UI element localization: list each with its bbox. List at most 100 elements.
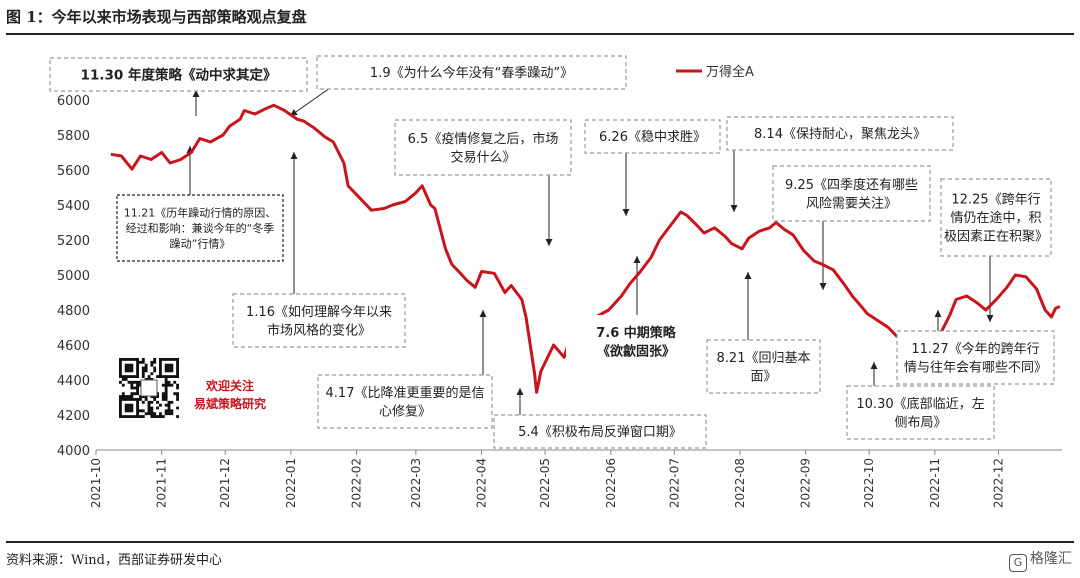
x-tick-label: 2022-07 <box>667 458 681 508</box>
annotation-box <box>726 116 954 151</box>
annotation-text: 《欲歙固张》 <box>597 343 675 359</box>
x-tick-label: 2022-05 <box>538 458 552 508</box>
legend-label: 万得全A <box>706 64 754 80</box>
annotation-box <box>846 385 995 440</box>
annotation-text: 9.25《四季度还有哪些 <box>785 177 918 193</box>
annotation-arrow-head <box>516 388 524 395</box>
annotation-text: 情仍在途中，积 <box>950 210 1041 226</box>
annotation-text: 11.27《今年的跨年行 <box>911 341 1039 357</box>
annotation-box <box>493 414 707 449</box>
x-tick-label: 2022-10 <box>862 458 876 508</box>
x-tick-label: 2022-03 <box>409 458 423 508</box>
annotation-text: 经过和影响：兼谈今年的“冬季 <box>126 221 275 235</box>
y-tick-label: 4400 <box>57 374 90 389</box>
annotation-text: 交易什么》 <box>450 149 515 165</box>
annotation-arrows <box>186 87 994 415</box>
y-tick-label: 5800 <box>57 129 90 144</box>
y-tick-label: 5200 <box>57 234 90 249</box>
annotation-text: 面》 <box>750 369 776 384</box>
annotation-text: 8.21《回归基本 <box>717 351 811 366</box>
annotation-text: 11.21《历年躁动行情的原因、 <box>124 205 277 219</box>
promo-line: 欢迎关注 <box>205 378 254 393</box>
x-tick-label: 2021-12 <box>218 458 232 508</box>
annotation-text: 侧布局》 <box>894 415 946 430</box>
annotation-arrow-head <box>744 272 752 279</box>
annotation-arrow-head <box>192 90 200 97</box>
qr-logo <box>140 379 158 397</box>
y-tick-label: 5600 <box>57 164 90 179</box>
annotation-text: 5.4《积极布局反弹窗口期》 <box>518 424 682 440</box>
x-tick-label: 2022-02 <box>350 458 364 508</box>
qr-modules <box>119 358 179 418</box>
annotation-boxes: 11.30 年度策略《动中求其定》 1.9《为什么今年没有“春季躁动”》 11.21… <box>49 55 1055 449</box>
annotation-box <box>940 178 1052 257</box>
annotation-arrow-line <box>289 87 331 117</box>
chart-axes: 4000 4200 4400 4600 4800 5000 5200 5400 5600 5800… <box>57 94 1062 508</box>
annotation-box <box>772 165 931 222</box>
y-tick-label: 4200 <box>57 409 90 424</box>
annotation-text: 6.5《疫情修复之后，市场 <box>408 131 559 147</box>
legend: 万得全A <box>676 64 754 80</box>
x-tick-label: 2021-11 <box>155 458 169 508</box>
annotation-arrow-head <box>545 239 553 246</box>
annotation-text: 8.14《保持耐心，聚焦龙头》 <box>754 127 926 142</box>
qr-finder-core <box>124 363 134 373</box>
annotation-box <box>49 57 308 92</box>
y-tick-label: 5400 <box>57 199 90 214</box>
promo-line: 易斌策略研究 <box>194 396 266 411</box>
annotation-text: 心修复》 <box>379 404 431 419</box>
x-tick-label: 2022-04 <box>475 458 489 508</box>
x-tick-label: 2022-09 <box>799 458 813 508</box>
annotation-box <box>116 194 284 262</box>
y-tick-label: 5000 <box>57 269 90 284</box>
watermark: G 格隆汇 <box>1009 548 1072 572</box>
annotation-text: 风险需要关注》 <box>806 196 897 211</box>
y-tick-label: 4600 <box>57 339 90 354</box>
annotation-text: 4.17《比降准更重要的是信 <box>326 385 485 401</box>
annotation-box <box>706 339 821 394</box>
annotation-box <box>232 293 406 348</box>
figure-title: 图 1：今年以来市场表现与西部策略观点复盘 <box>6 8 307 26</box>
bottom-rule <box>6 541 1074 543</box>
annotation-box <box>394 119 572 176</box>
annotation-box <box>316 55 627 90</box>
x-tick-label: 2022-12 <box>991 458 1005 508</box>
y-tick-label: 4800 <box>57 304 90 319</box>
y-tick-label: 4000 <box>57 444 90 459</box>
x-tick-label: 2022-11 <box>928 458 942 508</box>
source-note: 资料来源：Wind，西部证券研发中心 <box>6 553 222 568</box>
annotation-text: 10.30《底部临近，左 <box>856 396 984 412</box>
annotation-text: 市场风格的变化》 <box>267 322 371 338</box>
watermark-text: 格隆汇 <box>1030 551 1072 567</box>
qr-code-image <box>119 358 179 418</box>
annotation-text: 1.16《如何理解今年以来 <box>246 304 392 320</box>
x-tick-label: 2022-08 <box>733 458 747 508</box>
x-tick-label: 2022-01 <box>284 458 298 508</box>
annotation-arrow-head <box>934 310 942 317</box>
annotation-box <box>317 374 493 429</box>
x-tick-label: 2021-10 <box>89 458 103 508</box>
annotation-arrow-head <box>290 152 298 159</box>
annotation-text: 情与往年会有哪些不同》 <box>904 360 1047 375</box>
y-tick-label: 6000 <box>57 94 90 109</box>
annotation-text: 躁动”行情》 <box>170 238 231 251</box>
annotation-arrow-head <box>819 283 827 290</box>
annotation-text: 极因素正在积聚》 <box>944 230 1048 245</box>
annotation-box <box>896 330 1055 385</box>
annotation-box <box>566 315 706 368</box>
annotation-text: 1.9《为什么今年没有“春季躁动”》 <box>370 65 573 81</box>
top-rule <box>6 33 1074 35</box>
annotation-arrow-head <box>479 310 487 317</box>
annotation-arrow-head <box>986 315 994 322</box>
annotation-arrow-head <box>622 209 630 216</box>
qr-finder-core <box>124 403 134 413</box>
qr-finder-core <box>164 363 174 373</box>
annotation-text: 7.6 中期策略 <box>596 325 677 341</box>
annotation-text: 11.30 年度策略《动中求其定》 <box>81 66 277 83</box>
watermark-logo-icon: G <box>1009 554 1027 572</box>
annotation-text: 12.25《跨年行 <box>951 193 1040 208</box>
annotation-text: 6.26《稳中求胜》 <box>599 129 706 145</box>
x-tick-label: 2022-06 <box>604 458 618 508</box>
